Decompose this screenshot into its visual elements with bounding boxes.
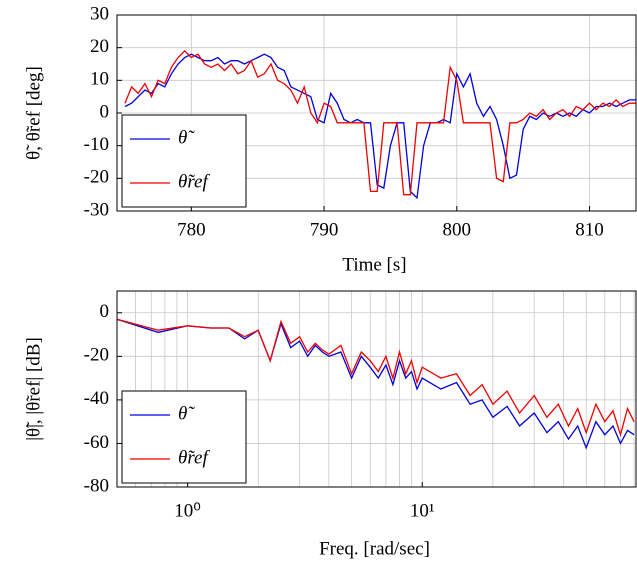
y-tick-label: 0 xyxy=(100,101,110,122)
legend-label: θ̃ref xyxy=(178,447,210,468)
x-tick-label: 800 xyxy=(443,219,472,240)
x-tick-label: 780 xyxy=(177,219,206,240)
y-tick-label: -30 xyxy=(84,199,109,220)
legend-box xyxy=(121,114,247,208)
x-tick-label: 10¹ xyxy=(410,500,435,521)
y-tick-label: -40 xyxy=(84,388,109,409)
y-tick-label: 0 xyxy=(100,301,110,322)
y-tick-label: 10 xyxy=(90,69,109,90)
series-line xyxy=(124,53,636,200)
y-tick-label: 30 xyxy=(90,3,109,24)
y-tick-label: 20 xyxy=(90,36,109,57)
y-axis-label: θ̃, θ̃ref [deg] xyxy=(23,66,44,160)
x-tick-label: 790 xyxy=(310,219,339,240)
y-tick-label: -80 xyxy=(84,475,109,496)
legend-label: θ̃ref xyxy=(178,171,210,192)
y-tick-label: -60 xyxy=(84,432,109,453)
x-axis-label: Time [s] xyxy=(342,254,406,275)
plot-frame xyxy=(116,14,637,212)
x-axis-label: Freq. [rad/sec] xyxy=(319,538,430,559)
plot-frame xyxy=(116,290,637,488)
legend-box xyxy=(121,390,247,484)
chart: 10⁰ 10¹ -80 -60 -40 -20 0 Freq. [rad/sec] |θ̃|, … xyxy=(23,290,637,559)
y-tick-label: -20 xyxy=(84,167,109,188)
x-tick-label: 810 xyxy=(575,219,604,240)
y-tick-label: -10 xyxy=(84,134,109,155)
series-line xyxy=(117,318,635,438)
x-tick-label: 10⁰ xyxy=(174,500,201,521)
y-tick-label: -20 xyxy=(84,345,109,366)
series-line xyxy=(124,49,636,196)
y-axis-label: |θ̃|, |θ̃ref| [dB] xyxy=(23,337,44,441)
chart: 780 790 800 810 -30 -20 -10 0 10 20 30 Time [s] θ̃, … xyxy=(23,3,637,275)
